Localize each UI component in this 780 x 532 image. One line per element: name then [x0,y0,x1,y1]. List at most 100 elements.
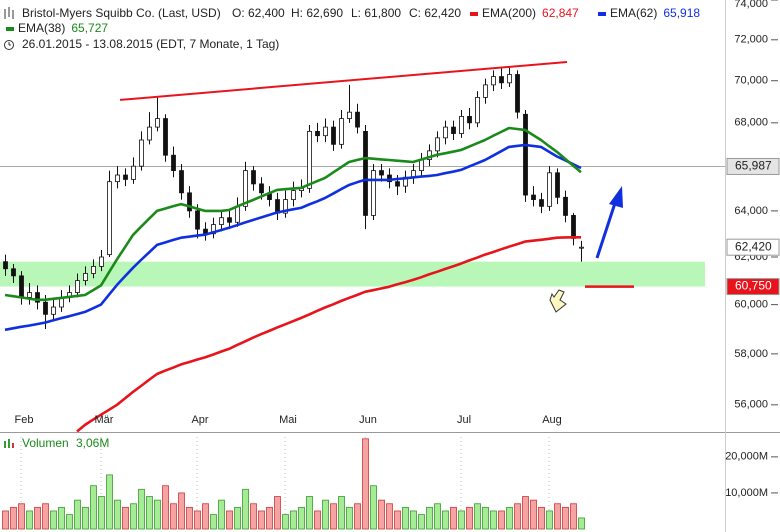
candle-body [35,292,40,303]
volume-icon [4,439,14,448]
date-range: 26.01.2015 - 13.08.2015 (EDT, 7 Monate, … [22,37,279,51]
overlay-layer: 56,00058,00060,00062,00064,00066,00068,0… [6,0,780,499]
y-tick-label: 68,000 [734,117,768,129]
volume-bar [226,510,233,530]
volume-bar [482,506,489,530]
volume-bar [242,488,249,530]
volume-bar [298,506,305,530]
candle-body [195,210,200,230]
candle-body [219,217,224,225]
volume-bar [490,510,497,530]
candle-body [19,275,24,298]
candle-body [555,172,560,198]
price-label: 62,420 [735,239,772,253]
volume-bar [506,506,513,530]
volume-bar [122,506,129,530]
volume-bar [162,485,169,530]
ema-line [76,236,581,432]
volume-bar [250,503,257,530]
x-tick-label: Mär [95,414,114,426]
volume-bar [42,503,49,530]
legend-swatch [598,12,606,16]
volume-bar [234,506,241,530]
candle-body [491,76,496,86]
volume-bar [458,510,465,530]
candle-body [147,126,152,141]
candle-body [475,97,480,124]
volume-bar [210,514,217,530]
candle-body [11,268,16,277]
volume-bar [530,499,537,530]
volume-bar [114,499,121,530]
candle-body [363,130,368,216]
volume-tick-label: 20,000M [725,451,768,463]
candle-body [355,111,360,128]
candle-body [171,154,176,171]
price-label: 65,987 [735,159,772,173]
volume-name: Volumen [22,436,69,450]
candle-body [107,181,112,256]
volume-bar [218,499,225,530]
volume-layer [2,437,585,530]
candle-body [307,130,312,189]
candle-body [539,199,544,207]
candle-body [211,224,216,235]
volume-bar [562,506,569,530]
candle-body [435,137,440,152]
legend-label: EMA(200) [482,6,536,20]
volume-bar [290,510,297,530]
volume-bar [442,510,449,530]
candle-body [243,170,248,207]
candle-body [75,280,80,293]
volume-bar [58,506,65,530]
price-label-box [726,157,780,175]
volume-bar [394,510,401,530]
x-tick-label: Aug [542,414,562,426]
volume-bar [186,506,193,530]
volume-bar [194,510,201,530]
candle-body [451,126,456,134]
candle-body [499,76,504,84]
volume-bar [274,496,281,530]
volume-tick-label: 10,000M [725,487,768,499]
volume-bar [514,503,521,530]
volume-bar [130,503,137,530]
x-tick-label: Feb [15,414,34,426]
volume-bar [570,503,577,530]
candle-body [395,181,400,187]
volume-header: Volumen 3,06M [4,436,109,450]
volume-bar [538,506,545,530]
volume-bar [306,496,313,530]
y-tick-label: 74,000 [734,0,768,10]
price-label-box [726,278,780,296]
candle-body [235,205,240,223]
volume-bar [554,503,561,530]
candle-body [467,116,472,124]
chart-title: Bristol-Myers Squibb Co. (Last, USD) [22,6,221,20]
header: Bristol-Myers Squibb Co. (Last, USD) O: … [4,6,461,51]
x-tick-label: Apr [191,414,208,426]
legend-value: 65,918 [663,6,700,20]
up-arrow [595,186,623,259]
candle-body [531,194,536,200]
volume-bar [386,503,393,530]
candle-body [507,74,512,84]
candle-body [515,74,520,113]
trend-line [119,60,568,101]
hand-cursor [549,289,567,313]
candle-body [27,292,32,298]
candle-body [339,118,344,145]
volume-bar [522,496,529,530]
candle-body [179,170,184,194]
volume-bar [450,506,457,530]
volume-bar [282,514,289,530]
candle-body [51,306,56,315]
ohlc-low: L: 61,800 [351,6,401,20]
volume-bar [346,506,353,530]
x-tick-label: Mai [279,414,297,426]
legend-swatch [470,12,478,16]
candle-body [483,84,488,98]
volume-bar [426,506,433,530]
legend-swatch [6,27,14,31]
